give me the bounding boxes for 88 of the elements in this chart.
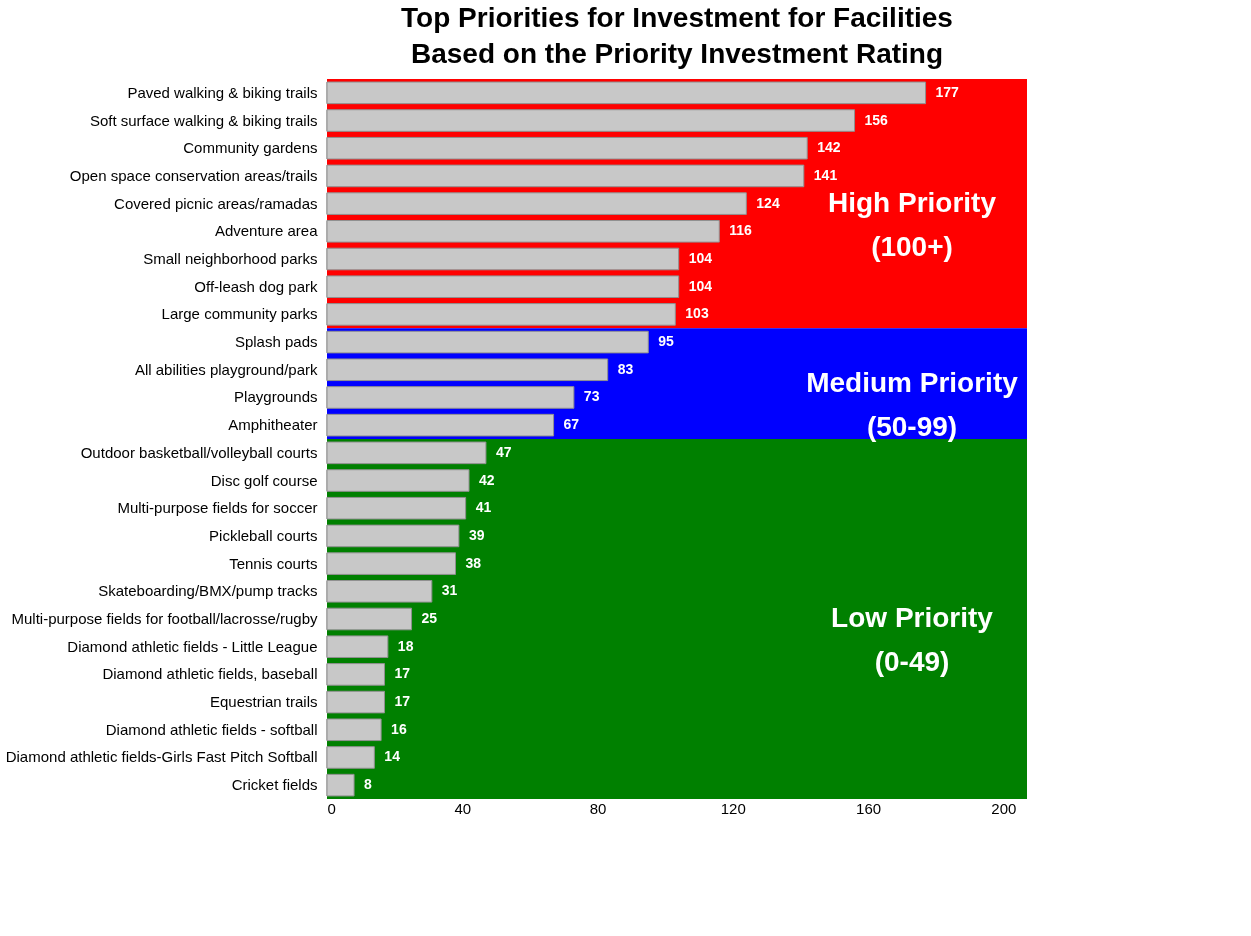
bar (326, 275, 680, 298)
data-label: 83 (617, 360, 634, 377)
y-tick-label: Off-leash dog park (194, 277, 318, 295)
data-label: 141 (813, 166, 838, 183)
chart-title: Top Priorities for Investment for Facilities Based on the Priority Investment Rating (401, 2, 953, 69)
data-label: 39 (468, 526, 485, 543)
bar (326, 330, 649, 354)
data-label: 41 (475, 499, 492, 516)
data-label: 67 (563, 416, 580, 433)
x-tick-label: 160 (856, 799, 882, 817)
y-tick-label: Open space conservation areas/trails (69, 166, 318, 184)
data-label: 103 (685, 305, 709, 322)
data-label: 17 (394, 693, 411, 710)
y-tick-label: Amphitheater (228, 416, 318, 434)
bar (326, 358, 609, 382)
bar (326, 607, 413, 631)
y-tick-label: Skateboarding/BMX/pump tracks (98, 582, 318, 600)
data-label: 16 (391, 720, 407, 737)
bar (326, 136, 808, 160)
data-label: 18 (397, 637, 414, 654)
x-tick-label: 80 (589, 799, 607, 817)
bar (326, 552, 456, 575)
band-label: Low Priority (0-49) (831, 602, 994, 677)
data-label: 38 (465, 554, 482, 571)
bar (326, 746, 375, 769)
bar (326, 247, 680, 271)
y-tick-label: All abilities playground/park (134, 360, 318, 378)
data-label: 95 (658, 333, 675, 350)
y-tick-label: Soft surface walking & biking trails (89, 111, 318, 129)
bar (326, 303, 676, 326)
bar (326, 109, 856, 132)
bar (326, 81, 927, 105)
y-tick-label: Diamond athletic fields - Little League (67, 637, 318, 655)
data-label: 14 (384, 748, 401, 765)
x-tick-label: 40 (454, 799, 472, 817)
data-label: 17 (394, 665, 411, 682)
data-label: 142 (817, 139, 841, 156)
y-tick-label: Multi-purpose fields for football/lacrosse/rugby (11, 610, 318, 627)
data-label: 177 (935, 83, 960, 100)
data-label: 124 (756, 194, 780, 211)
y-tick-label: Multi-purpose fields for soccer (117, 499, 318, 517)
y-tick-label: Large community parks (161, 305, 318, 323)
data-label: 25 (421, 610, 438, 626)
x-tick-label: 200 (991, 799, 1017, 817)
y-tick-label: Equestrian trails (209, 693, 318, 711)
data-label: 156 (864, 111, 889, 128)
y-tick-label: Diamond athletic fields-Girls Fast Pitch Softball (5, 748, 318, 766)
y-tick-label: Adventure area (214, 222, 319, 240)
bar (326, 718, 382, 742)
bar (326, 469, 470, 492)
data-label: 73 (583, 388, 600, 405)
data-label: 116 (729, 222, 753, 239)
y-tick-label: Pickleball courts (209, 526, 318, 544)
bar (326, 690, 385, 714)
y-tick-label: Disc golf course (210, 471, 318, 489)
y-tick-label: Community gardens (183, 139, 318, 157)
y-tick-label: Diamond athletic fields - softball (105, 720, 318, 738)
y-tick-label: Outdoor basketball/volleyball courts (80, 443, 318, 461)
y-tick-label: Diamond athletic fields, baseball (102, 665, 318, 683)
y-tick-label: Paved walking & biking trails (127, 83, 318, 101)
data-label: 104 (688, 277, 713, 294)
band-label: Medium Priority (50-99) (806, 366, 1019, 442)
bar (326, 164, 805, 188)
data-label: 8 (364, 776, 373, 793)
bar (326, 441, 487, 465)
x-tick-label: 120 (720, 799, 746, 817)
y-tick-label: Playgrounds (234, 388, 318, 406)
bar (326, 635, 389, 658)
y-tick-label: Covered picnic areas/ramadas (114, 194, 318, 212)
bar (326, 524, 460, 548)
bar (326, 580, 433, 603)
band-label: High Priority (100+) (827, 186, 997, 262)
y-tick-label: Splash pads (234, 333, 318, 351)
data-label: 42 (479, 471, 495, 488)
data-label: 104 (688, 250, 713, 266)
y-tick-label: Tennis courts (229, 554, 318, 572)
bar (326, 663, 385, 686)
y-tick-label: Small neighborhood parks (143, 250, 318, 267)
bar (326, 496, 467, 520)
bar (326, 192, 747, 215)
x-tick-label: 0 (327, 799, 336, 817)
bar (326, 386, 575, 409)
bar (326, 220, 720, 243)
data-label: 47 (495, 443, 512, 460)
bar (326, 773, 355, 797)
data-label: 31 (441, 582, 458, 599)
y-tick-label: Cricket fields (231, 776, 318, 794)
bar (326, 413, 555, 437)
